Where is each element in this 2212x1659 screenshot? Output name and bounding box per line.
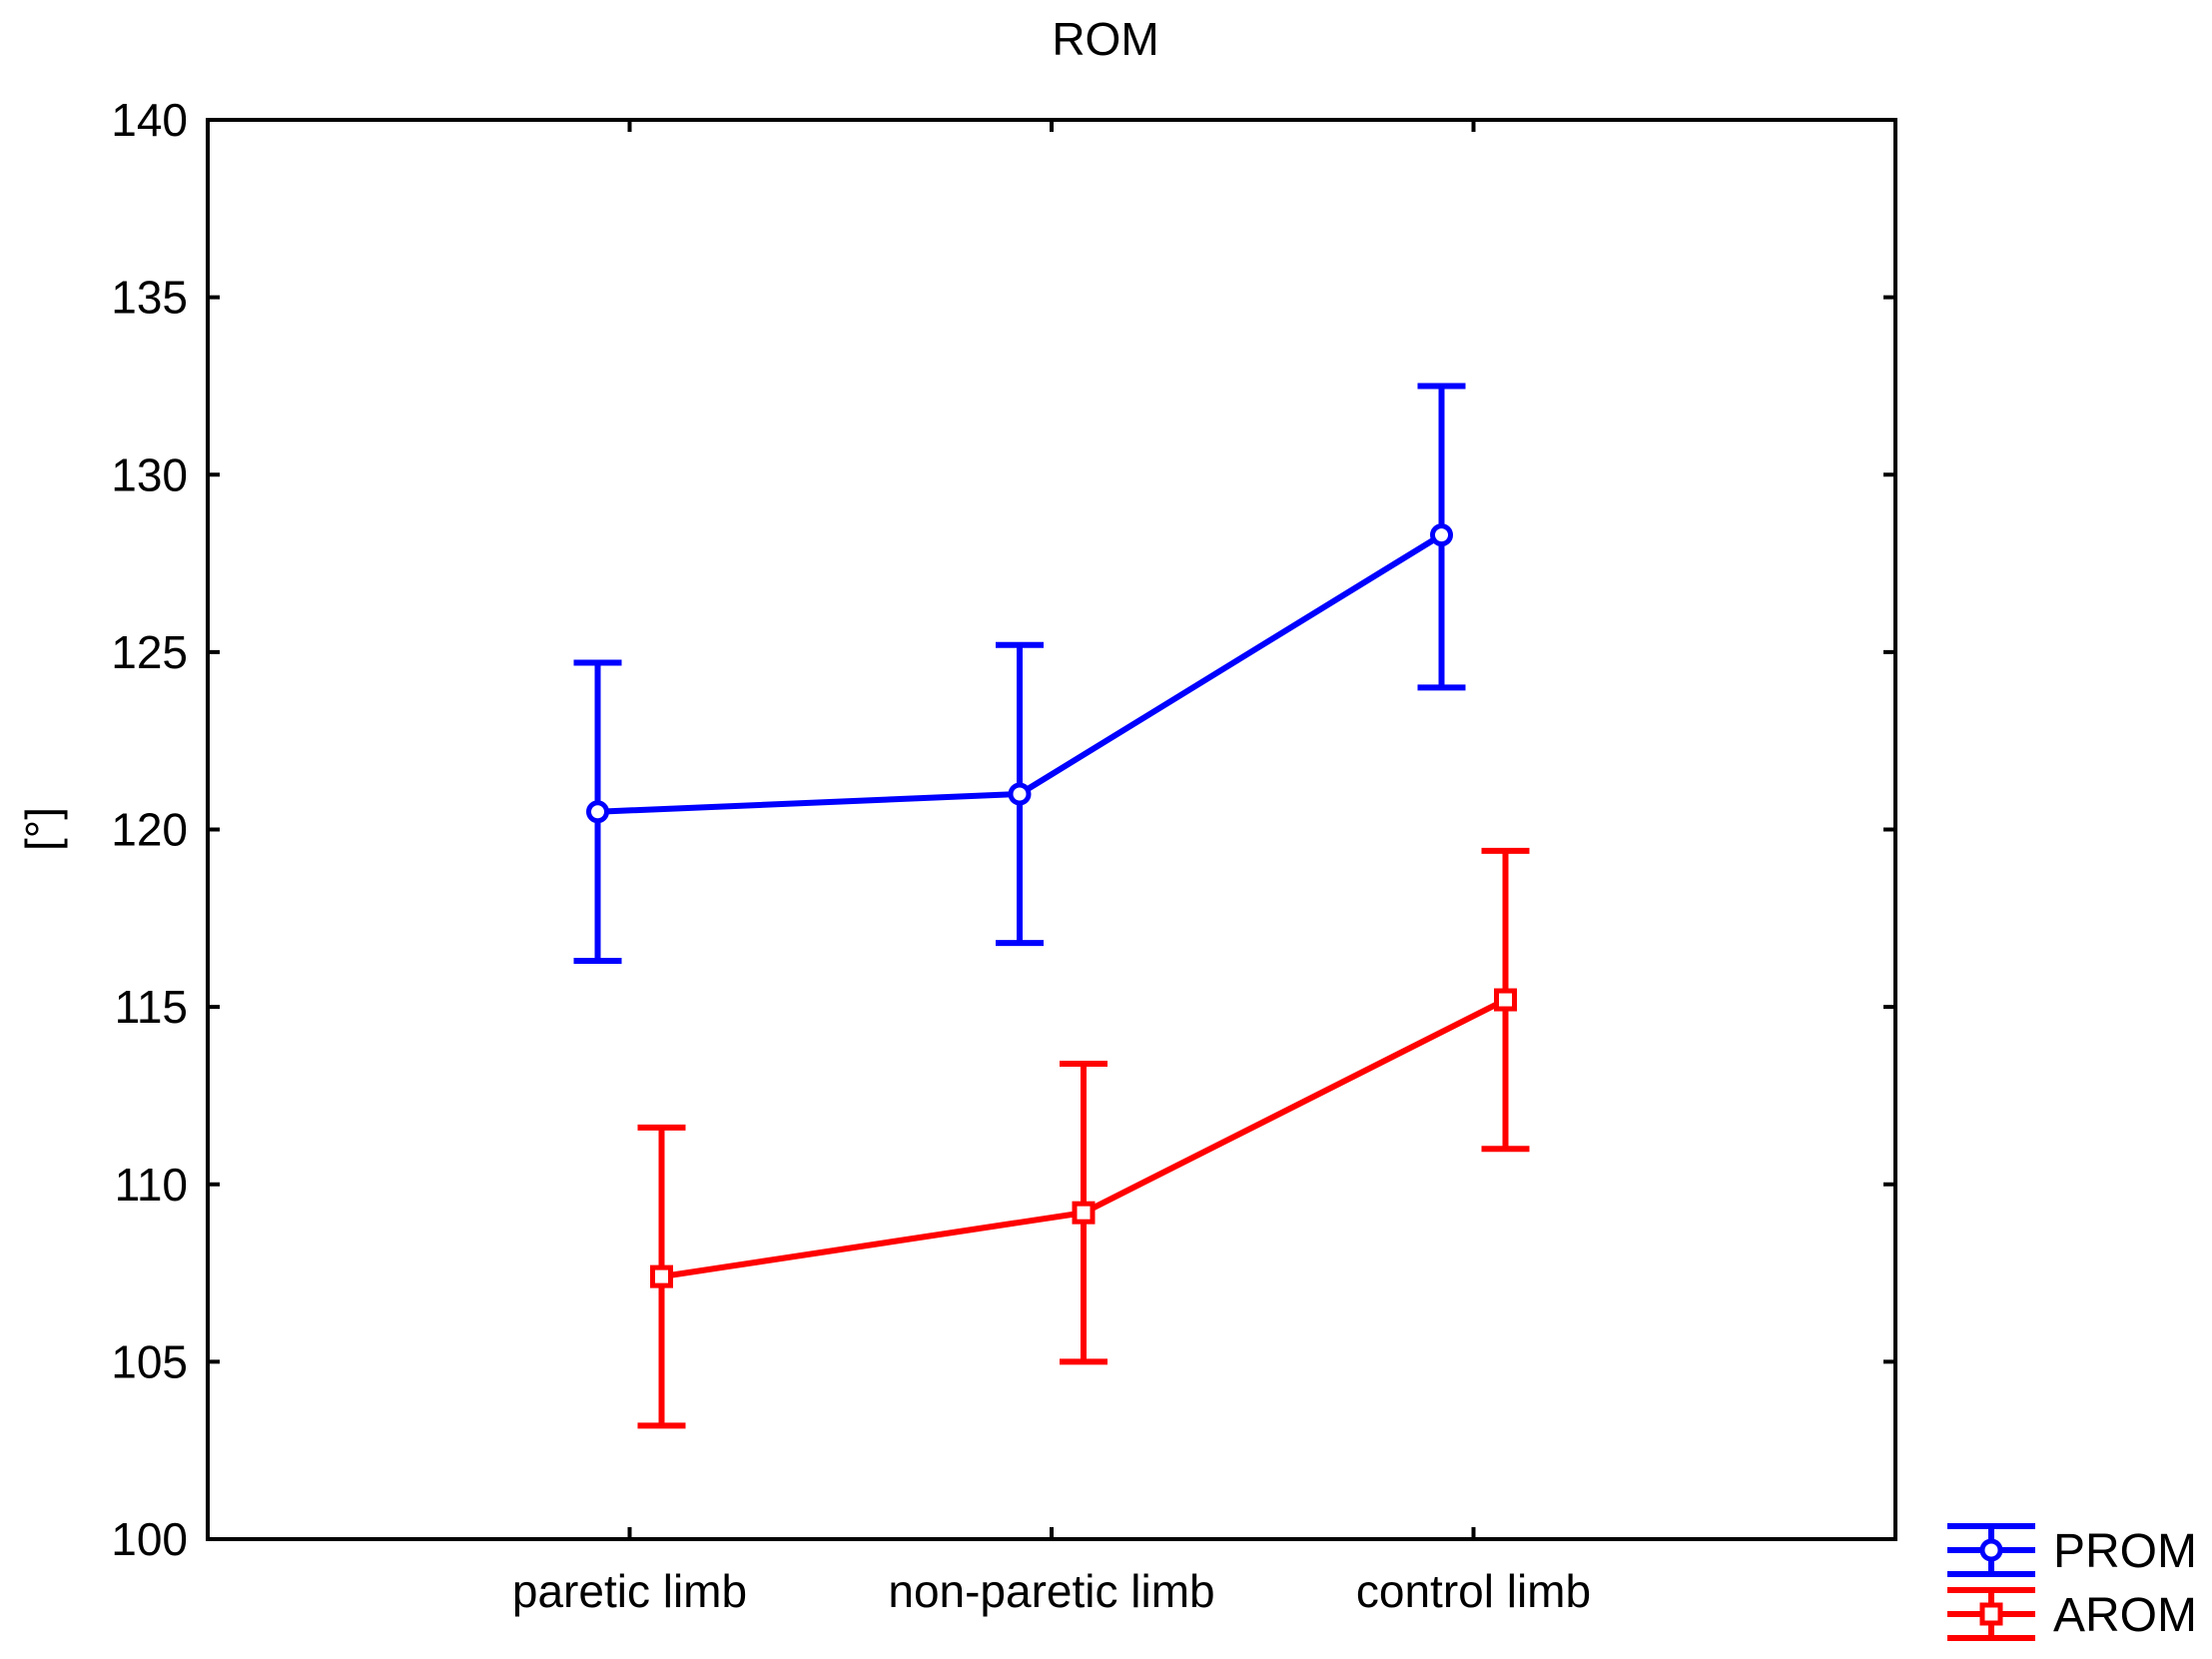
series-prom [573, 383, 1466, 964]
legend-label: AROM [2053, 1589, 2197, 1642]
series-arom [637, 847, 1530, 1429]
x-tick-label: non-paretic limb [888, 1565, 1214, 1617]
data-point [1494, 988, 1517, 1012]
y-tick-label: 110 [115, 1159, 188, 1211]
legend: PROM AROM [1947, 1523, 2197, 1642]
legend-marker [1979, 1602, 2003, 1626]
data-point [1430, 523, 1453, 547]
y-tick-label: 115 [115, 981, 188, 1033]
y-tick-label: 135 [111, 272, 188, 324]
x-tick-label: control limb [1356, 1565, 1591, 1617]
y-axis-label: [°] [16, 807, 68, 851]
chart-title: ROM [1052, 13, 1158, 65]
y-tick-label: 125 [111, 626, 188, 678]
y-tick-label: 105 [111, 1335, 188, 1387]
data-point [1008, 782, 1032, 806]
data-point [650, 1264, 673, 1288]
series-layer [573, 383, 1530, 1429]
legend-item-arom: AROM [1947, 1587, 2197, 1642]
data-point [586, 800, 609, 824]
y-tick-label: 120 [111, 804, 188, 856]
y-tick-label: 100 [111, 1513, 188, 1565]
legend-label: PROM [2053, 1525, 2197, 1578]
data-point [1072, 1201, 1096, 1225]
legend-marker [1979, 1538, 2003, 1562]
y-tick-label: 130 [111, 448, 188, 500]
y-axis: 100 105 110 115 120 125 130 135 140 [111, 94, 1895, 1565]
x-tick-label: paretic limb [512, 1565, 747, 1617]
x-axis: paretic limb non-paretic limb control limb [512, 120, 1591, 1617]
legend-item-prom: PROM [1947, 1523, 2197, 1578]
y-tick-label: 140 [111, 94, 188, 146]
plot-frame [206, 118, 1897, 1541]
